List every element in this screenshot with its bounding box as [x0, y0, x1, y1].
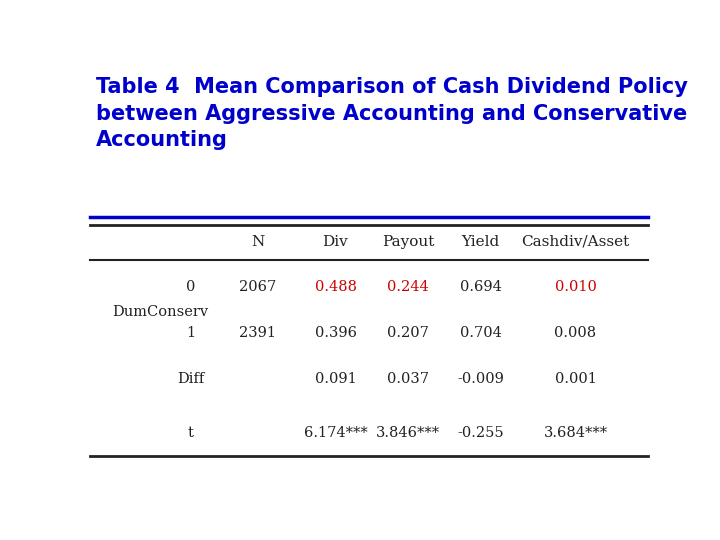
Text: 0.010: 0.010 — [554, 280, 596, 294]
Text: 0.008: 0.008 — [554, 326, 597, 340]
Text: 0.396: 0.396 — [315, 326, 356, 340]
Text: 0.704: 0.704 — [459, 326, 502, 340]
Text: t: t — [187, 426, 194, 440]
Text: Payout: Payout — [382, 234, 434, 248]
Text: Table 4  Mean Comparison of Cash Dividend Policy
between Aggressive Accounting a: Table 4 Mean Comparison of Cash Dividend… — [96, 77, 688, 150]
Text: -0.255: -0.255 — [457, 426, 504, 440]
Text: Div: Div — [323, 234, 348, 248]
Text: 0.037: 0.037 — [387, 372, 429, 386]
Text: 1: 1 — [186, 326, 195, 340]
Text: N: N — [251, 234, 264, 248]
Text: 0: 0 — [186, 280, 195, 294]
Text: 3.846***: 3.846*** — [376, 426, 440, 440]
Text: Diff: Diff — [177, 372, 204, 386]
Text: 0.244: 0.244 — [387, 280, 429, 294]
Text: 0.694: 0.694 — [459, 280, 502, 294]
Text: 0.207: 0.207 — [387, 326, 429, 340]
Text: Cashdiv/Asset: Cashdiv/Asset — [521, 234, 629, 248]
Text: 3.684***: 3.684*** — [544, 426, 608, 440]
Text: 0.091: 0.091 — [315, 372, 356, 386]
Text: 2067: 2067 — [239, 280, 276, 294]
Text: DumConserv: DumConserv — [112, 305, 209, 319]
Text: 6.174***: 6.174*** — [304, 426, 367, 440]
Text: 0.488: 0.488 — [315, 280, 356, 294]
Text: 2391: 2391 — [239, 326, 276, 340]
Text: Yield: Yield — [462, 234, 500, 248]
Text: 0.001: 0.001 — [554, 372, 596, 386]
Text: -0.009: -0.009 — [457, 372, 504, 386]
